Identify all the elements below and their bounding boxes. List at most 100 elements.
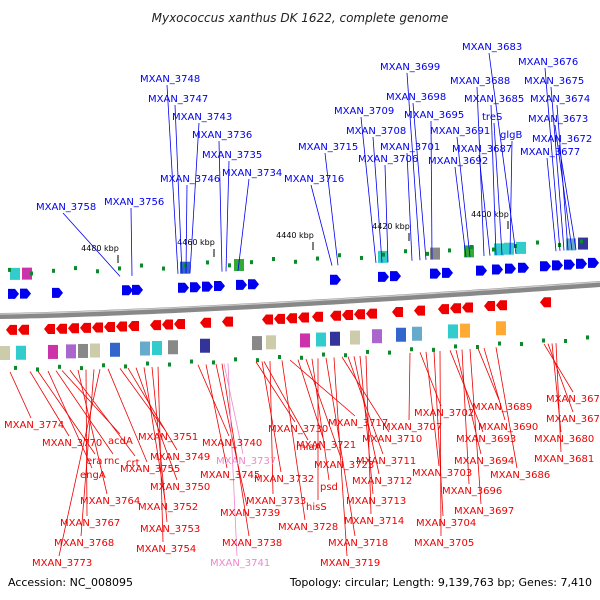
gene-label-mxan-3752[interactable]: MXAN_3752 — [138, 502, 198, 513]
gene-label-mxan-3739[interactable]: MXAN_3739 — [220, 508, 280, 519]
gene-label-mxan-3736[interactable]: MXAN_3736 — [192, 130, 252, 141]
gene-label-mxan-3678[interactable]: MXAN_3678 — [546, 394, 600, 405]
reverse-gene-arrow — [450, 303, 461, 314]
gene-label-mxan-3737[interactable]: MXAN_3737 — [216, 456, 276, 467]
gene-label-mxan-3751[interactable]: MXAN_3751 — [138, 432, 198, 443]
gene-label-mxan-3710[interactable]: MXAN_3710 — [362, 434, 422, 445]
gene-label-rnc[interactable]: rnc — [104, 456, 120, 467]
gene-label-mxan-3764[interactable]: MXAN_3764 — [80, 496, 140, 507]
gene-label-mxan-3735[interactable]: MXAN_3735 — [202, 150, 262, 161]
gene-label-mxan-3679[interactable]: MXAN_3679 — [546, 414, 600, 425]
gene-label-mxan-3733[interactable]: MXAN_3733 — [246, 496, 306, 507]
gene-label-mxan-3674[interactable]: MXAN_3674 — [530, 94, 590, 105]
gene-label-mxan-3676[interactable]: MXAN_3676 — [518, 57, 578, 68]
reverse-leader-line — [127, 367, 178, 451]
gene-label-mxan-3754[interactable]: MXAN_3754 — [136, 544, 196, 555]
gene-label-mxan-3681[interactable]: MXAN_3681 — [534, 454, 594, 465]
gene-label-mxan-3711[interactable]: MXAN_3711 — [356, 456, 416, 467]
gene-label-mxan-3715[interactable]: MXAN_3715 — [298, 142, 358, 153]
gene-label-mxan-3755[interactable]: MXAN_3755 — [120, 464, 180, 475]
gene-label-mxan-3672[interactable]: MXAN_3672 — [532, 134, 592, 145]
gene-label-mxan-3768[interactable]: MXAN_3768 — [54, 538, 114, 549]
gene-label-mxan-3774[interactable]: MXAN_3774 — [4, 420, 64, 431]
gene-label-mxan-3713[interactable]: MXAN_3713 — [346, 496, 406, 507]
gene-label-mxan-3695[interactable]: MXAN_3695 — [404, 110, 464, 121]
gene-label-hiss[interactable]: hisS — [306, 502, 327, 513]
gene-label-mxan-3694[interactable]: MXAN_3694 — [454, 456, 514, 467]
gene-label-mxan-3716[interactable]: MXAN_3716 — [284, 174, 344, 185]
gene-label-mxan-3732[interactable]: MXAN_3732 — [254, 474, 314, 485]
gene-label-mxan-3688[interactable]: MXAN_3688 — [450, 76, 510, 87]
gene-label-mxan-3692[interactable]: MXAN_3692 — [428, 156, 488, 167]
gene-label-mxan-3699[interactable]: MXAN_3699 — [380, 62, 440, 73]
gene-label-mxan-3683[interactable]: MXAN_3683 — [462, 42, 522, 53]
gene-label-mxan-3712[interactable]: MXAN_3712 — [352, 476, 412, 487]
gene-label-mxan-3702[interactable]: MXAN_3702 — [414, 408, 474, 419]
gene-label-crt[interactable]: crt — [126, 458, 140, 469]
gene-label-mxan-3728[interactable]: MXAN_3728 — [278, 522, 338, 533]
gene-label-tres[interactable]: treS — [482, 112, 502, 123]
gene-label-mxan-3721[interactable]: MXAN_3721 — [296, 440, 356, 451]
gene-label-mxan-3756[interactable]: MXAN_3756 — [104, 197, 164, 208]
gene-label-mxan-3708[interactable]: MXAN_3708 — [346, 126, 406, 137]
gene-label-mxan-3714[interactable]: MXAN_3714 — [344, 516, 404, 527]
gene-label-mxan-3738[interactable]: MXAN_3738 — [222, 538, 282, 549]
gene-label-miaa[interactable]: miaA — [296, 442, 322, 453]
gene-label-enga[interactable]: engA — [80, 470, 106, 481]
gene-label-mxan-3730[interactable]: MXAN_3730 — [268, 424, 328, 435]
ring-marker — [256, 358, 259, 363]
gene-label-mxan-3745[interactable]: MXAN_3745 — [200, 470, 260, 481]
gene-label-mxan-3743[interactable]: MXAN_3743 — [172, 112, 232, 123]
gene-label-mxan-3685[interactable]: MXAN_3685 — [464, 94, 524, 105]
map-title: Myxococcus xanthus DK 1622, complete gen… — [152, 11, 449, 25]
gene-label-mxan-3723[interactable]: MXAN_3723 — [314, 460, 374, 471]
gene-label-mxan-3717[interactable]: MXAN_3717 — [328, 418, 388, 429]
ring-marker — [360, 255, 363, 260]
reverse-feature-box — [396, 327, 406, 342]
reverse-leader-line — [223, 363, 244, 455]
gene-label-mxan-3740[interactable]: MXAN_3740 — [202, 438, 262, 449]
gene-label-mxan-3677[interactable]: MXAN_3677 — [520, 147, 580, 158]
gene-label-mxan-3758[interactable]: MXAN_3758 — [36, 202, 96, 213]
gene-label-mxan-3686[interactable]: MXAN_3686 — [490, 470, 550, 481]
gene-label-mxan-3698[interactable]: MXAN_3698 — [386, 92, 446, 103]
gene-label-mxan-3770[interactable]: MXAN_3770 — [42, 438, 102, 449]
gene-label-mxan-3753[interactable]: MXAN_3753 — [140, 524, 200, 535]
gene-label-mxan-3734[interactable]: MXAN_3734 — [222, 168, 282, 179]
gene-label-era[interactable]: era — [86, 456, 102, 467]
gene-label-mxan-3690[interactable]: MXAN_3690 — [478, 422, 538, 433]
gene-label-glgb[interactable]: glgB — [500, 130, 522, 141]
forward-gene-arrow — [576, 258, 587, 269]
gene-label-mxan-3701[interactable]: MXAN_3701 — [380, 142, 440, 153]
gene-label-mxan-3691[interactable]: MXAN_3691 — [430, 126, 490, 137]
gene-label-mxan-3750[interactable]: MXAN_3750 — [150, 482, 210, 493]
gene-label-mxan-3693[interactable]: MXAN_3693 — [456, 434, 516, 445]
gene-label-mxan-3680[interactable]: MXAN_3680 — [534, 434, 594, 445]
gene-label-acda[interactable]: acdA — [108, 436, 133, 447]
gene-label-mxan-3773[interactable]: MXAN_3773 — [32, 558, 92, 569]
gene-label-mxan-3687[interactable]: MXAN_3687 — [452, 144, 512, 155]
gene-label-psd[interactable]: psd — [320, 482, 338, 493]
gene-label-mxan-3673[interactable]: MXAN_3673 — [528, 114, 588, 125]
gene-label-mxan-3746[interactable]: MXAN_3746 — [160, 174, 220, 185]
gene-label-mxan-3689[interactable]: MXAN_3689 — [472, 402, 532, 413]
gene-label-mxan-3705[interactable]: MXAN_3705 — [414, 538, 474, 549]
gene-label-mxan-3706[interactable]: MXAN_3706 — [358, 154, 418, 165]
gene-label-mxan-3696[interactable]: MXAN_3696 — [442, 486, 502, 497]
gene-label-mxan-3748[interactable]: MXAN_3748 — [140, 74, 200, 85]
gene-label-mxan-3707[interactable]: MXAN_3707 — [382, 422, 442, 433]
ring-marker — [124, 364, 127, 369]
gene-label-mxan-3741[interactable]: MXAN_3741 — [210, 558, 270, 569]
gene-label-mxan-3719[interactable]: MXAN_3719 — [320, 558, 380, 569]
ring-marker — [96, 269, 99, 274]
gene-label-mxan-3747[interactable]: MXAN_3747 — [148, 94, 208, 105]
gene-label-mxan-3675[interactable]: MXAN_3675 — [524, 76, 584, 87]
gene-label-mxan-3703[interactable]: MXAN_3703 — [412, 468, 472, 479]
gene-label-mxan-3767[interactable]: MXAN_3767 — [60, 518, 120, 529]
forward-gene-arrow — [564, 259, 575, 270]
gene-label-mxan-3697[interactable]: MXAN_3697 — [454, 506, 514, 517]
gene-label-mxan-3704[interactable]: MXAN_3704 — [416, 518, 476, 529]
gene-label-mxan-3718[interactable]: MXAN_3718 — [328, 538, 388, 549]
gene-label-mxan-3749[interactable]: MXAN_3749 — [150, 452, 210, 463]
gene-label-mxan-3709[interactable]: MXAN_3709 — [334, 106, 394, 117]
